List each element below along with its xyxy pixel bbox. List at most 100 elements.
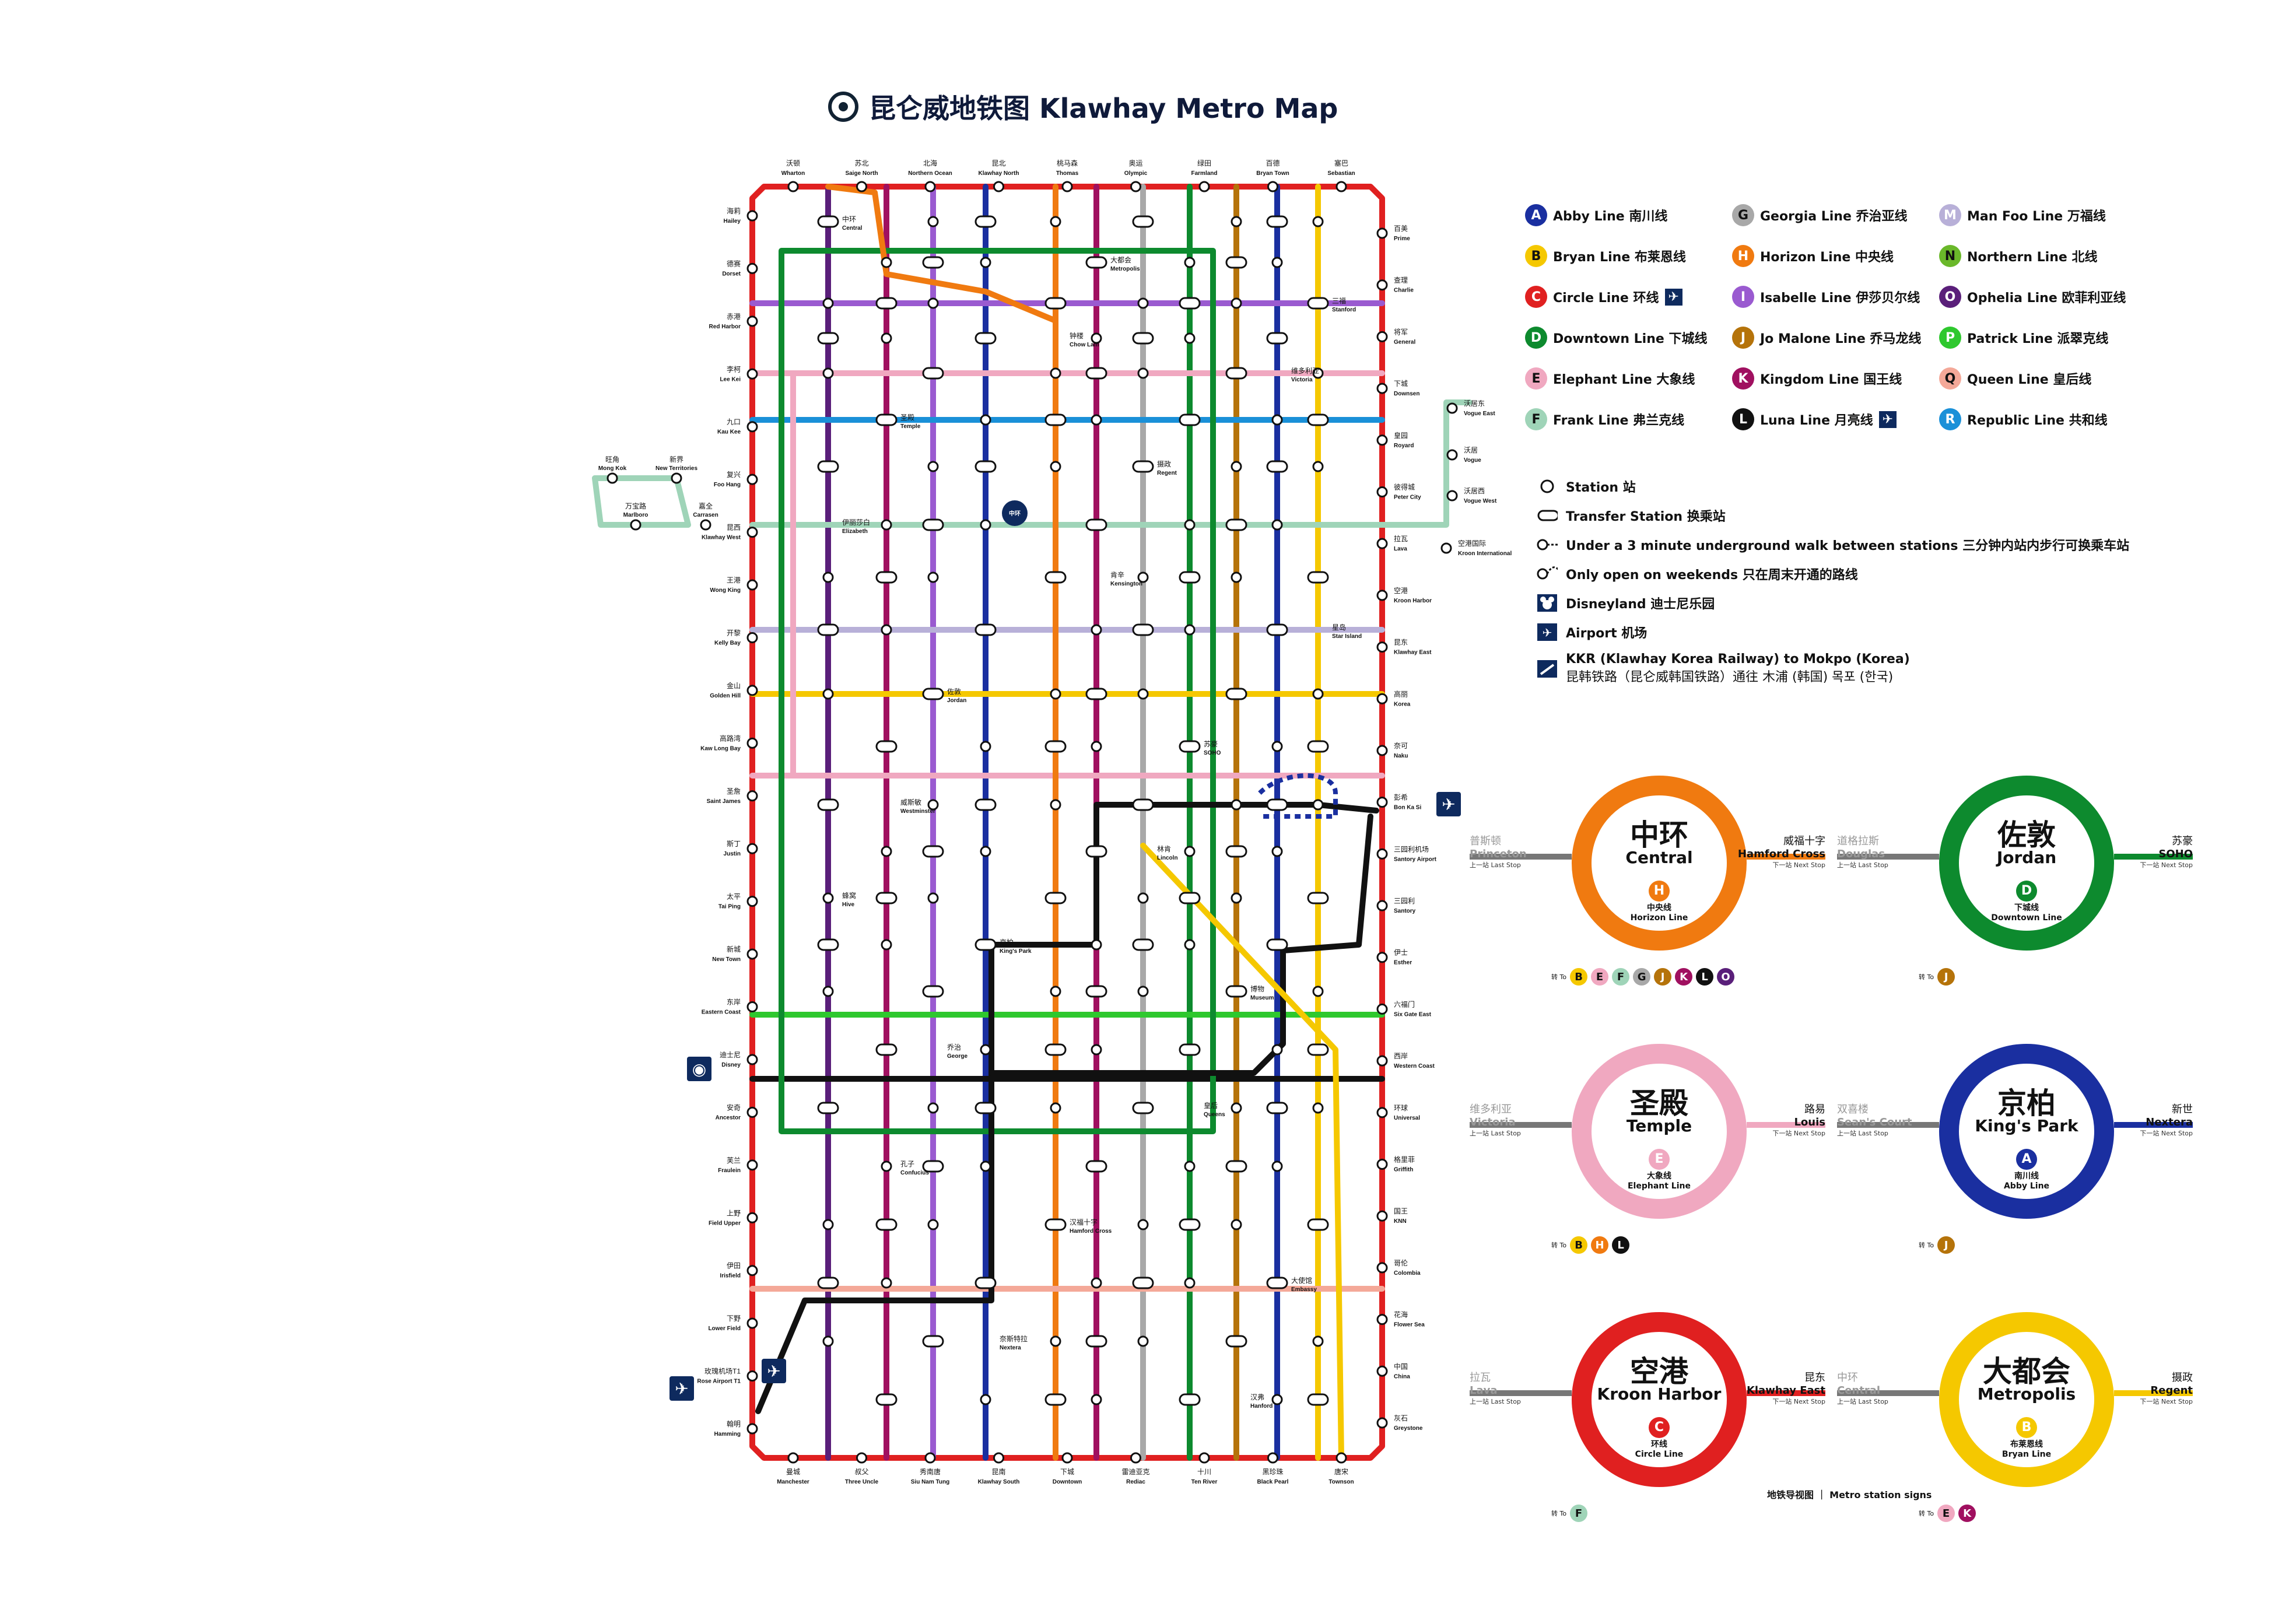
- station-hamming[interactable]: [746, 1423, 758, 1435]
- station-marker[interactable]: [1231, 1219, 1242, 1230]
- station-marker[interactable]: [1271, 846, 1283, 857]
- station-klawhay-north[interactable]: [993, 181, 1004, 192]
- station-santory[interactable]: [1376, 900, 1388, 911]
- legend-line-i[interactable]: I Isabelle Line 伊莎贝尔线: [1732, 286, 1920, 308]
- station-marker[interactable]: [1184, 332, 1196, 344]
- station-wharton[interactable]: [787, 181, 799, 192]
- station-dorset[interactable]: [746, 262, 758, 274]
- transfer-station[interactable]: [975, 798, 997, 811]
- transfer-station[interactable]: [975, 332, 997, 345]
- legend-line-d[interactable]: D Downtown Line 下城线: [1525, 327, 1707, 349]
- transfer-station[interactable]: [1085, 256, 1107, 269]
- legend-line-r[interactable]: R Republic Line 共和线: [1939, 408, 2108, 430]
- station-marker[interactable]: [1050, 216, 1061, 227]
- transfer-station[interactable]: [1085, 367, 1107, 380]
- transfer-station[interactable]: [1266, 460, 1288, 473]
- transfer-station[interactable]: [1044, 1043, 1067, 1056]
- station-disney[interactable]: [746, 1054, 758, 1065]
- station-wong-king[interactable]: [746, 579, 758, 591]
- transfer-station[interactable]: [1179, 1393, 1201, 1406]
- station-rose-airport-t1[interactable]: [746, 1370, 758, 1382]
- legend-line-k[interactable]: K Kingdom Line 国王线: [1732, 367, 1902, 390]
- transfer-station[interactable]: [1044, 892, 1067, 904]
- station-marker[interactable]: [881, 1277, 892, 1289]
- transfer-station[interactable]: [1266, 1102, 1288, 1114]
- transfer-station[interactable]: [1266, 938, 1288, 951]
- station-marker[interactable]: [881, 257, 892, 268]
- station-townson[interactable]: [1335, 1452, 1347, 1464]
- transfer-station[interactable]: [1266, 332, 1288, 345]
- transfer-station[interactable]: [1179, 892, 1201, 904]
- station-marker[interactable]: [1091, 332, 1102, 344]
- legend-line-q[interactable]: Q Queen Line 皇后线: [1939, 367, 2091, 390]
- station-marker[interactable]: [1050, 799, 1061, 811]
- station-kaw-long-bay[interactable]: [746, 737, 758, 749]
- station-extra[interactable]: [1446, 490, 1458, 502]
- transfer-station[interactable]: [1225, 367, 1247, 380]
- transfer-station[interactable]: [922, 367, 944, 380]
- station-marker[interactable]: [1050, 986, 1061, 997]
- station-marker[interactable]: [1050, 688, 1061, 700]
- transfer-station[interactable]: [1132, 798, 1154, 811]
- station-extra[interactable]: [671, 472, 682, 484]
- station-marker[interactable]: [1312, 461, 1324, 472]
- transfer-station[interactable]: [1085, 1335, 1107, 1348]
- transfer-station[interactable]: [1179, 297, 1201, 310]
- transfer-station[interactable]: [817, 332, 839, 345]
- transfer-station[interactable]: [1225, 1335, 1247, 1348]
- transfer-station[interactable]: [1307, 1393, 1329, 1406]
- transfer-station[interactable]: [1179, 740, 1201, 753]
- station-klawhay-west[interactable]: [746, 527, 758, 538]
- transfer-station[interactable]: [1044, 1218, 1067, 1231]
- transfer-station[interactable]: [875, 1043, 898, 1056]
- station-marker[interactable]: [1312, 688, 1324, 700]
- station-marker[interactable]: [881, 1160, 892, 1172]
- legend-line-a[interactable]: A Abby Line 南川线: [1525, 204, 1667, 226]
- central-hub-icon[interactable]: [1002, 500, 1028, 526]
- legend-line-o[interactable]: O Ophelia Line 欧菲利亚线: [1939, 286, 2126, 308]
- station-marker[interactable]: [980, 414, 991, 426]
- transfer-station[interactable]: [922, 1335, 944, 1348]
- station-marker[interactable]: [1231, 297, 1242, 309]
- station-thomas[interactable]: [1061, 181, 1073, 192]
- station-marker[interactable]: [1050, 1102, 1061, 1114]
- station-northern-ocean[interactable]: [924, 181, 936, 192]
- station-marker[interactable]: [927, 799, 939, 811]
- station-marker[interactable]: [1137, 367, 1149, 379]
- station-marker[interactable]: [881, 846, 892, 857]
- station-marker[interactable]: [1184, 846, 1196, 857]
- station-six-gate-east[interactable]: [1376, 1003, 1388, 1015]
- station-marker[interactable]: [1312, 367, 1324, 379]
- station-marker[interactable]: [822, 297, 834, 309]
- station-marker[interactable]: [1137, 571, 1149, 583]
- station-marker[interactable]: [1184, 1277, 1196, 1289]
- transfer-station[interactable]: [1266, 623, 1288, 636]
- transfer-station[interactable]: [817, 1102, 839, 1114]
- station-red-harbor[interactable]: [746, 315, 758, 327]
- transfer-station[interactable]: [1085, 985, 1107, 998]
- station-marker[interactable]: [1137, 688, 1149, 700]
- transfer-station[interactable]: [975, 460, 997, 473]
- station-siu-nam-tung[interactable]: [924, 1452, 936, 1464]
- station-hailey[interactable]: [746, 210, 758, 222]
- transfer-station[interactable]: [1085, 688, 1107, 700]
- station-marker[interactable]: [1231, 1102, 1242, 1114]
- station-royard[interactable]: [1376, 434, 1388, 446]
- station-tai-ping[interactable]: [746, 896, 758, 907]
- station-marker[interactable]: [1184, 257, 1196, 268]
- station-marker[interactable]: [881, 332, 892, 344]
- station-marker[interactable]: [1137, 1335, 1149, 1347]
- station-marker[interactable]: [1312, 1335, 1324, 1347]
- transfer-station[interactable]: [975, 215, 997, 228]
- transfer-station[interactable]: [1307, 297, 1329, 310]
- station-marker[interactable]: [1050, 461, 1061, 472]
- station-marker[interactable]: [822, 892, 834, 904]
- transfer-station[interactable]: [1225, 1160, 1247, 1173]
- transfer-station[interactable]: [975, 938, 997, 951]
- station-marker[interactable]: [927, 216, 939, 227]
- station-marker[interactable]: [980, 519, 991, 531]
- station-marker[interactable]: [1137, 986, 1149, 997]
- station-kroon-harbor[interactable]: [1376, 590, 1388, 601]
- station-marker[interactable]: [1050, 1335, 1061, 1347]
- legend-line-e[interactable]: E Elephant Line 大象线: [1525, 367, 1695, 390]
